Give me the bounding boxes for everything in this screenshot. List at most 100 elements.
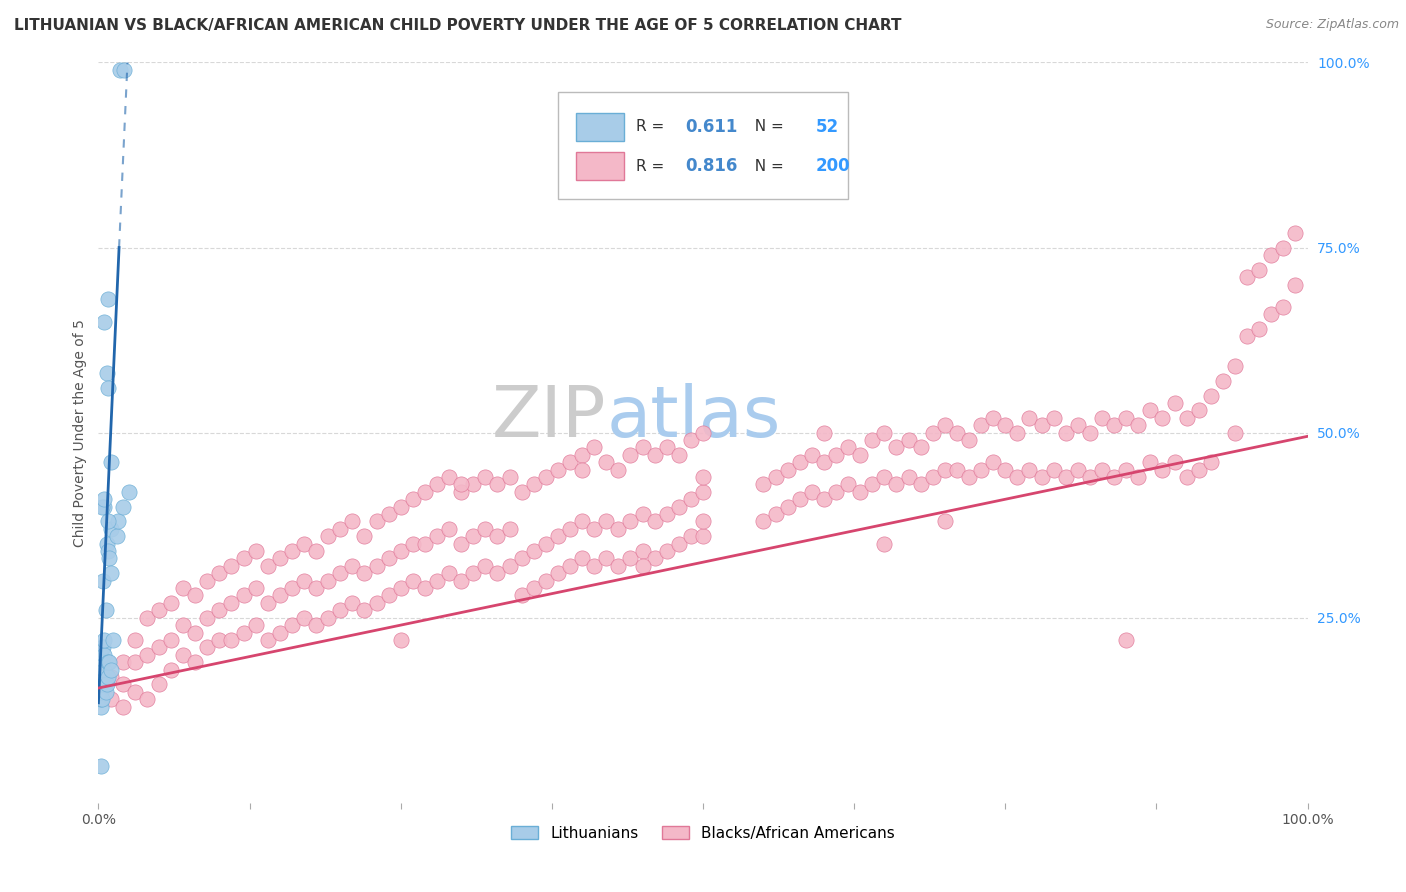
Point <box>934 462 956 476</box>
Point <box>353 603 375 617</box>
Point <box>329 522 352 536</box>
Point <box>825 448 848 462</box>
Point <box>97 670 120 684</box>
Point <box>692 515 714 529</box>
Point <box>619 448 641 462</box>
Point <box>1031 470 1053 484</box>
Point <box>208 566 231 581</box>
Point <box>93 663 115 677</box>
Point <box>1212 374 1234 388</box>
Point <box>426 477 449 491</box>
Point <box>90 685 112 699</box>
Point <box>413 536 436 550</box>
Point <box>96 367 118 381</box>
Point <box>124 655 146 669</box>
Point <box>450 574 472 588</box>
Text: LITHUANIAN VS BLACK/AFRICAN AMERICAN CHILD POVERTY UNDER THE AGE OF 5 CORRELATIO: LITHUANIAN VS BLACK/AFRICAN AMERICAN CHI… <box>14 18 901 33</box>
Point <box>437 522 460 536</box>
Point <box>97 381 120 395</box>
Point <box>148 677 170 691</box>
Point <box>148 640 170 655</box>
Point <box>184 625 207 640</box>
Point <box>100 522 122 536</box>
Point <box>366 558 388 573</box>
Point <box>172 648 194 662</box>
Point <box>910 477 932 491</box>
Point <box>292 610 315 624</box>
Point <box>98 551 121 566</box>
Point <box>97 293 120 307</box>
Point <box>1249 262 1271 277</box>
Point <box>619 515 641 529</box>
Point <box>583 522 606 536</box>
Text: R =: R = <box>637 120 669 135</box>
Point <box>849 448 872 462</box>
Point <box>450 477 472 491</box>
Point <box>97 655 120 669</box>
Point <box>789 492 811 507</box>
Point <box>292 574 315 588</box>
Point <box>547 566 569 581</box>
Point <box>1223 425 1246 440</box>
Point <box>160 632 183 647</box>
Point <box>655 544 678 558</box>
Point <box>631 544 654 558</box>
Point <box>93 500 115 514</box>
Point <box>256 596 278 610</box>
Point <box>91 574 114 588</box>
Point <box>631 507 654 521</box>
Point <box>534 574 557 588</box>
Point <box>873 470 896 484</box>
Point <box>91 655 114 669</box>
Point <box>486 477 509 491</box>
Point <box>91 677 114 691</box>
Point <box>208 632 231 647</box>
Point <box>90 655 112 669</box>
Point <box>1102 470 1125 484</box>
Point <box>93 492 115 507</box>
Point <box>1260 307 1282 321</box>
Point <box>100 692 122 706</box>
Point <box>91 640 114 655</box>
Point <box>232 551 254 566</box>
Point <box>910 441 932 455</box>
Point <box>523 544 546 558</box>
Point <box>644 515 666 529</box>
Point <box>800 448 823 462</box>
Point <box>1152 462 1174 476</box>
Point <box>305 581 328 595</box>
Point <box>595 551 617 566</box>
Point <box>463 566 485 581</box>
Point <box>96 536 118 550</box>
Point <box>1199 455 1222 469</box>
Point <box>1199 388 1222 402</box>
Point <box>402 574 425 588</box>
Point <box>245 544 267 558</box>
Point <box>90 699 112 714</box>
Point <box>957 470 980 484</box>
Point <box>1018 462 1040 476</box>
Point <box>195 610 218 624</box>
Point <box>221 558 243 573</box>
Point <box>135 692 157 706</box>
Point <box>510 484 533 499</box>
Point <box>1272 240 1295 255</box>
Point <box>1031 418 1053 433</box>
Point <box>571 515 593 529</box>
Point <box>98 655 121 669</box>
Text: 52: 52 <box>815 118 838 136</box>
Point <box>316 610 339 624</box>
Point <box>232 589 254 603</box>
Point <box>463 477 485 491</box>
Point <box>221 596 243 610</box>
Point <box>281 581 304 595</box>
Point <box>1007 470 1029 484</box>
Point <box>474 522 496 536</box>
Point <box>105 529 128 543</box>
FancyBboxPatch shape <box>576 112 624 141</box>
Point <box>89 677 111 691</box>
Point <box>402 536 425 550</box>
Point <box>994 462 1017 476</box>
Point <box>112 62 135 77</box>
Point <box>1284 226 1306 240</box>
